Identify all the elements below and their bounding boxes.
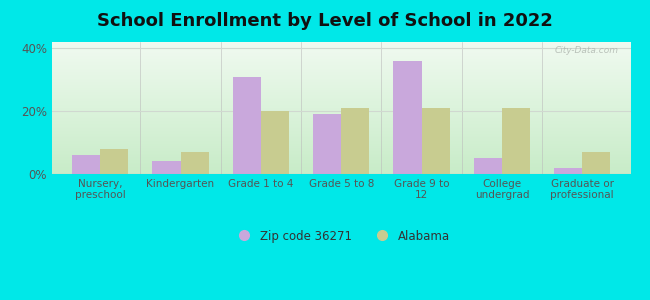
Text: City-Data.com: City-Data.com — [555, 46, 619, 55]
Bar — [474, 158, 502, 174]
Text: School Enrollment by Level of School in 2022: School Enrollment by Level of School in … — [97, 12, 553, 30]
Bar — [100, 149, 128, 174]
Bar — [554, 168, 582, 174]
Bar — [393, 61, 422, 174]
Bar — [502, 108, 530, 174]
Bar — [422, 108, 450, 174]
Bar — [341, 108, 369, 174]
Bar — [261, 111, 289, 174]
Legend: Zip code 36271, Alabama: Zip code 36271, Alabama — [227, 225, 455, 247]
Bar — [313, 114, 341, 174]
Bar — [233, 76, 261, 174]
Bar — [72, 155, 100, 174]
Bar — [181, 152, 209, 174]
Bar — [582, 152, 610, 174]
Bar — [153, 161, 181, 174]
